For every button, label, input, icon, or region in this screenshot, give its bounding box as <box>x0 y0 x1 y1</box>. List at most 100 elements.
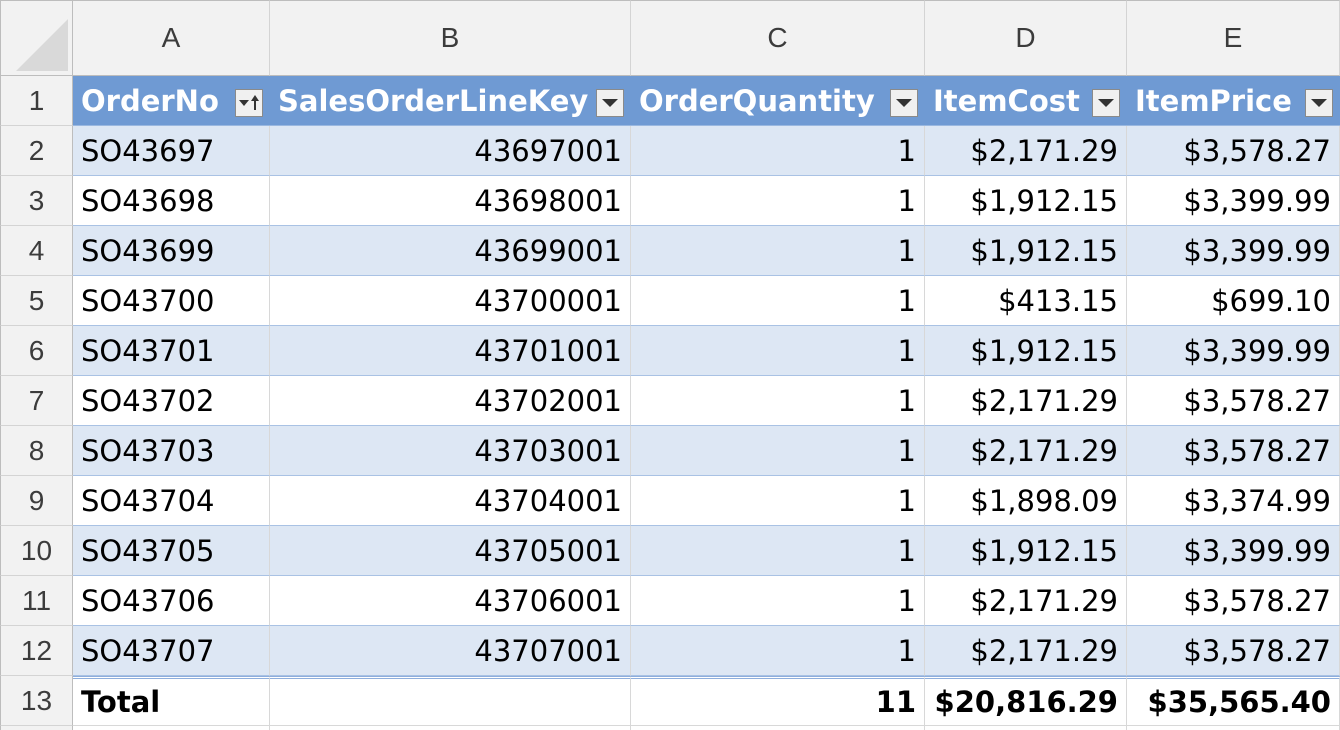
column-header-b[interactable]: B <box>270 0 631 76</box>
row-header-9[interactable]: 9 <box>0 476 73 526</box>
select-all-triangle-icon <box>16 19 68 71</box>
table-header-orderno[interactable]: OrderNo <box>73 76 270 126</box>
cell-itemprice[interactable]: $3,399.99 <box>1127 226 1340 276</box>
cell-orderno[interactable]: SO43702 <box>73 376 270 426</box>
dropdown-arrow-icon[interactable] <box>890 89 918 117</box>
cell-itemcost[interactable]: $2,171.29 <box>925 126 1127 176</box>
cell-orderno[interactable]: SO43706 <box>73 576 270 626</box>
table-header-label: ItemCost <box>933 83 1080 118</box>
cell-salesorderlinekey[interactable]: 43700001 <box>270 276 631 326</box>
row-header-13[interactable]: 13 <box>0 676 73 726</box>
table-header-orderquantity[interactable]: OrderQuantity <box>631 76 925 126</box>
total-cell-itemcost[interactable]: $20,816.29 <box>925 676 1127 726</box>
cell-orderquantity[interactable]: 1 <box>631 576 925 626</box>
cell-salesorderlinekey[interactable]: 43703001 <box>270 426 631 476</box>
cell-itemcost[interactable]: $1,912.15 <box>925 526 1127 576</box>
row-header-12[interactable]: 12 <box>0 626 73 676</box>
sort-ascending-filter-icon[interactable] <box>235 89 263 117</box>
table-header-salesorderlinekey[interactable]: SalesOrderLineKey <box>270 76 631 126</box>
cell-itemprice[interactable]: $3,399.99 <box>1127 176 1340 226</box>
column-header-d[interactable]: D <box>925 0 1127 76</box>
cell-salesorderlinekey[interactable]: 43697001 <box>270 126 631 176</box>
cell-itemcost[interactable]: $1,912.15 <box>925 226 1127 276</box>
row-header-3[interactable]: 3 <box>0 176 73 226</box>
cell-itemprice[interactable]: $3,399.99 <box>1127 326 1340 376</box>
cell-orderquantity[interactable]: 1 <box>631 526 925 576</box>
row-header-4[interactable]: 4 <box>0 226 73 276</box>
cell-orderquantity[interactable]: 1 <box>631 476 925 526</box>
partial-next-row <box>925 726 1127 730</box>
table-header-itemcost[interactable]: ItemCost <box>925 76 1127 126</box>
table-header-label: OrderQuantity <box>639 83 875 118</box>
cell-itemcost[interactable]: $2,171.29 <box>925 376 1127 426</box>
cell-orderquantity[interactable]: 1 <box>631 326 925 376</box>
cell-salesorderlinekey[interactable]: 43704001 <box>270 476 631 526</box>
cell-itemprice[interactable]: $3,578.27 <box>1127 376 1340 426</box>
cell-itemcost[interactable]: $2,171.29 <box>925 576 1127 626</box>
cell-orderquantity[interactable]: 1 <box>631 176 925 226</box>
row-header-10[interactable]: 10 <box>0 526 73 576</box>
cell-orderno[interactable]: SO43701 <box>73 326 270 376</box>
table-header-label: OrderNo <box>81 83 219 118</box>
row-header-6[interactable]: 6 <box>0 326 73 376</box>
cell-itemcost[interactable]: $2,171.29 <box>925 426 1127 476</box>
row-header-7[interactable]: 7 <box>0 376 73 426</box>
cell-salesorderlinekey[interactable]: 43707001 <box>270 626 631 676</box>
cell-orderquantity[interactable]: 1 <box>631 126 925 176</box>
partial-next-row <box>1127 726 1340 730</box>
cell-salesorderlinekey[interactable]: 43699001 <box>270 226 631 276</box>
cell-itemprice[interactable]: $3,399.99 <box>1127 526 1340 576</box>
cell-orderno[interactable]: SO43699 <box>73 226 270 276</box>
cell-orderquantity[interactable]: 1 <box>631 626 925 676</box>
table-header-itemprice[interactable]: ItemPrice <box>1127 76 1340 126</box>
cell-itemcost[interactable]: $1,912.15 <box>925 326 1127 376</box>
cell-orderno[interactable]: SO43698 <box>73 176 270 226</box>
total-cell-orderquantity[interactable]: 11 <box>631 676 925 726</box>
cell-itemcost[interactable]: $1,898.09 <box>925 476 1127 526</box>
dropdown-arrow-icon[interactable] <box>596 89 624 117</box>
cell-itemprice[interactable]: $3,578.27 <box>1127 426 1340 476</box>
column-header-e[interactable]: E <box>1127 0 1340 76</box>
dropdown-arrow-icon[interactable] <box>1092 89 1120 117</box>
cell-itemprice[interactable]: $3,578.27 <box>1127 576 1340 626</box>
cell-itemprice[interactable]: $699.10 <box>1127 276 1340 326</box>
cell-itemprice[interactable]: $3,374.99 <box>1127 476 1340 526</box>
column-header-c[interactable]: C <box>631 0 925 76</box>
cell-orderno[interactable]: SO43707 <box>73 626 270 676</box>
row-header-11[interactable]: 11 <box>0 576 73 626</box>
cell-orderquantity[interactable]: 1 <box>631 376 925 426</box>
cell-orderquantity[interactable]: 1 <box>631 276 925 326</box>
cell-orderno[interactable]: SO43705 <box>73 526 270 576</box>
dropdown-arrow-icon[interactable] <box>1305 89 1333 117</box>
cell-itemprice[interactable]: $3,578.27 <box>1127 626 1340 676</box>
partial-next-row <box>73 726 270 730</box>
cell-orderno[interactable]: SO43703 <box>73 426 270 476</box>
cell-salesorderlinekey[interactable]: 43705001 <box>270 526 631 576</box>
cell-salesorderlinekey[interactable]: 43702001 <box>270 376 631 426</box>
cell-salesorderlinekey[interactable]: 43698001 <box>270 176 631 226</box>
cell-orderno[interactable]: SO43700 <box>73 276 270 326</box>
table-header-label: SalesOrderLineKey <box>278 83 589 118</box>
cell-salesorderlinekey[interactable]: 43706001 <box>270 576 631 626</box>
cell-itemcost[interactable]: $413.15 <box>925 276 1127 326</box>
table-header-label: ItemPrice <box>1135 83 1292 118</box>
row-header-2[interactable]: 2 <box>0 126 73 176</box>
row-header-8[interactable]: 8 <box>0 426 73 476</box>
cell-itemprice[interactable]: $3,578.27 <box>1127 126 1340 176</box>
cell-orderquantity[interactable]: 1 <box>631 426 925 476</box>
total-cell-orderno[interactable]: Total <box>73 676 270 726</box>
column-header-a[interactable]: A <box>73 0 270 76</box>
cell-orderquantity[interactable]: 1 <box>631 226 925 276</box>
cell-orderno[interactable]: SO43697 <box>73 126 270 176</box>
total-cell-itemprice[interactable]: $35,565.40 <box>1127 676 1340 726</box>
row-header-5[interactable]: 5 <box>0 276 73 326</box>
cell-salesorderlinekey[interactable]: 43701001 <box>270 326 631 376</box>
cell-orderno[interactable]: SO43704 <box>73 476 270 526</box>
select-all-corner[interactable] <box>0 0 73 76</box>
cell-itemcost[interactable]: $2,171.29 <box>925 626 1127 676</box>
row-header-1[interactable]: 1 <box>0 76 73 126</box>
total-cell-salesorderlinekey[interactable] <box>270 676 631 726</box>
cell-itemcost[interactable]: $1,912.15 <box>925 176 1127 226</box>
